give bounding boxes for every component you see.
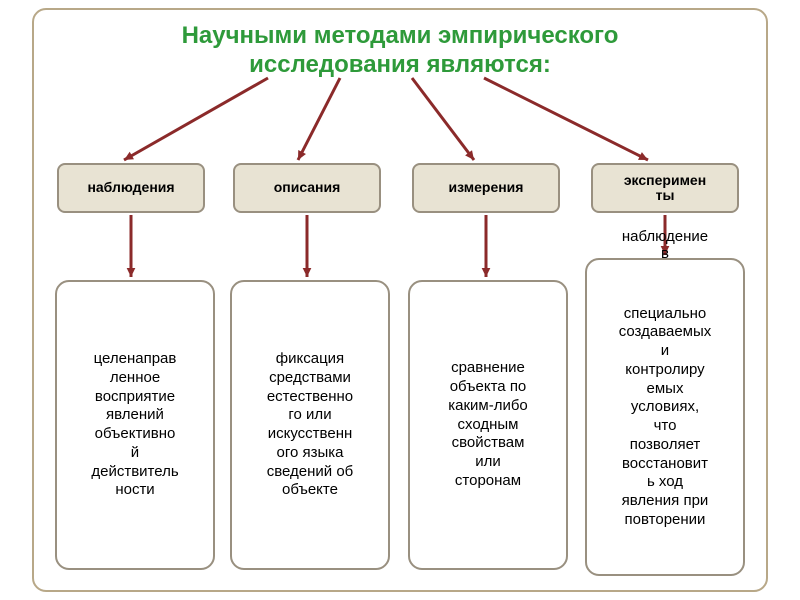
desc-experiment: специально создаваемых и контролиру емых… — [585, 258, 745, 576]
title-line1: Научными методами эмпирического — [182, 22, 619, 49]
method-experiment: эксперимен ты — [591, 163, 739, 213]
desc-measurement: сравнение объекта по каким-либо сходным … — [408, 280, 568, 570]
method-description: описания — [233, 163, 381, 213]
desc-description: фиксация средствами естественно го или и… — [230, 280, 390, 570]
title-line2: исследования являются: — [249, 51, 551, 78]
method-measurement: измерения — [412, 163, 560, 213]
method-observation: наблюдения — [57, 163, 205, 213]
diagram-title: Научными методами эмпирического исследов… — [0, 22, 800, 80]
desc-observation: целенаправ ленное восприятие явлений объ… — [55, 280, 215, 570]
